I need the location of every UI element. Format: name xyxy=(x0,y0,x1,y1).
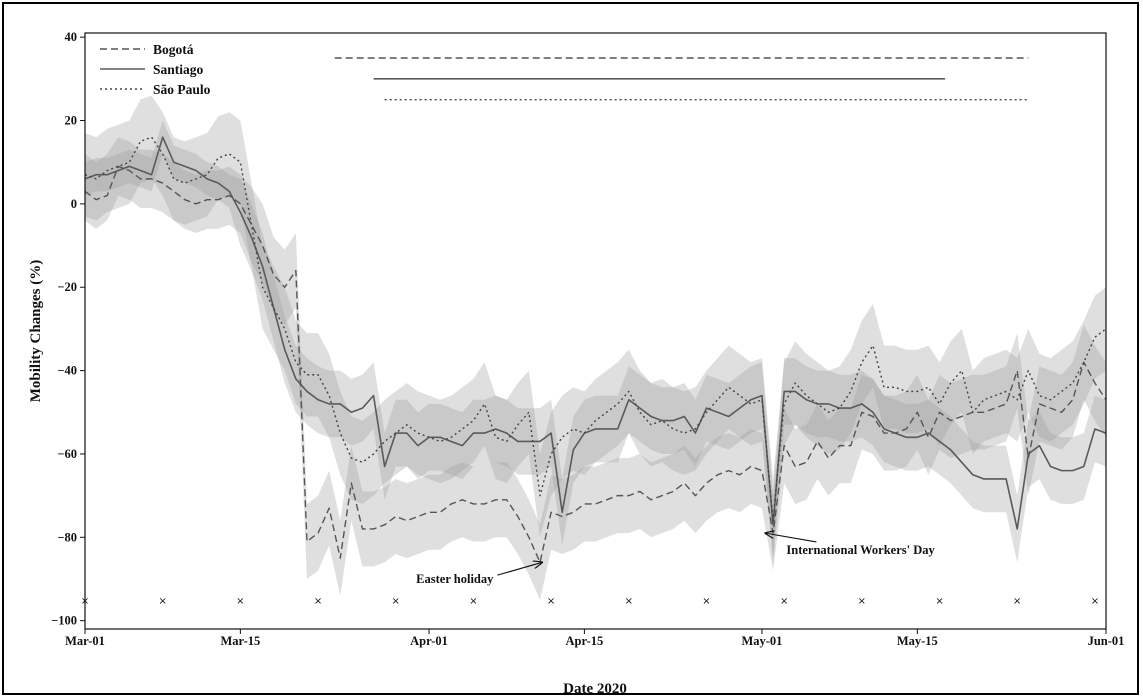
x-tick-label: Jun-01 xyxy=(1088,634,1125,648)
x-markers: × × × × × × × × × × × × × × xyxy=(81,596,1099,607)
confidence-bands xyxy=(85,95,1106,600)
x-marker: × xyxy=(236,596,244,607)
series-lines xyxy=(84,136,1107,564)
series-line-saopaulo xyxy=(84,136,1107,522)
x-axis: Mar-01 Mar-15 Apr-01 Apr-15 May-01 May-15 Jun-… xyxy=(65,629,1124,648)
band-saopaulo xyxy=(85,95,1106,563)
y-tick-label: −60 xyxy=(57,447,77,461)
x-marker: × xyxy=(780,596,788,607)
y-tick-label: −20 xyxy=(57,280,77,294)
y-tick-label: −100 xyxy=(51,614,77,628)
x-marker: × xyxy=(935,596,943,607)
annotations: Easter holiday International Workers' Day xyxy=(416,533,936,586)
x-axis-title: Date 2020 xyxy=(563,681,627,697)
x-marker: × xyxy=(1091,596,1099,607)
x-tick-label: Mar-15 xyxy=(220,634,260,648)
y-tick-label: 40 xyxy=(65,30,78,44)
y-tick-label: 0 xyxy=(71,197,77,211)
x-tick-label: Apr-01 xyxy=(410,634,448,648)
y-tick-label: −80 xyxy=(57,530,77,544)
y-axis-title: Mobility Changes (%) xyxy=(28,260,44,403)
series-line-santiago xyxy=(84,136,1107,530)
x-marker: × xyxy=(702,596,710,607)
annotation-arrow xyxy=(765,533,817,543)
y-tick-label: −40 xyxy=(57,364,77,378)
intervention-lines xyxy=(334,57,1029,101)
x-marker: × xyxy=(158,596,166,607)
band-bogota xyxy=(85,137,1106,600)
x-marker: × xyxy=(469,596,477,607)
x-marker: × xyxy=(392,596,400,607)
legend-label-santiago: Santiago xyxy=(153,62,204,77)
y-axis: 40 20 0 −20 −40 −60 −80 −100 xyxy=(51,30,85,628)
legend: Bogotá Santiago São Paulo xyxy=(100,42,211,97)
y-tick-label: 20 xyxy=(65,114,78,128)
annotation-label: International Workers' Day xyxy=(786,543,935,557)
x-tick-label: Apr-15 xyxy=(566,634,604,648)
annotation-label: Easter holiday xyxy=(416,572,494,586)
x-tick-label: May-01 xyxy=(741,634,782,648)
legend-label-saopaulo: São Paulo xyxy=(153,82,211,97)
annotation-arrow xyxy=(497,562,542,576)
x-marker: × xyxy=(625,596,633,607)
x-tick-label: Mar-01 xyxy=(65,634,105,648)
x-marker: × xyxy=(547,596,555,607)
legend-label-bogota: Bogotá xyxy=(153,42,194,57)
x-marker: × xyxy=(314,596,322,607)
x-marker: × xyxy=(1013,596,1021,607)
plot-border xyxy=(84,32,1107,630)
x-tick-label: May-15 xyxy=(897,634,938,648)
x-marker: × xyxy=(858,596,866,607)
series-line-bogota xyxy=(84,165,1107,564)
